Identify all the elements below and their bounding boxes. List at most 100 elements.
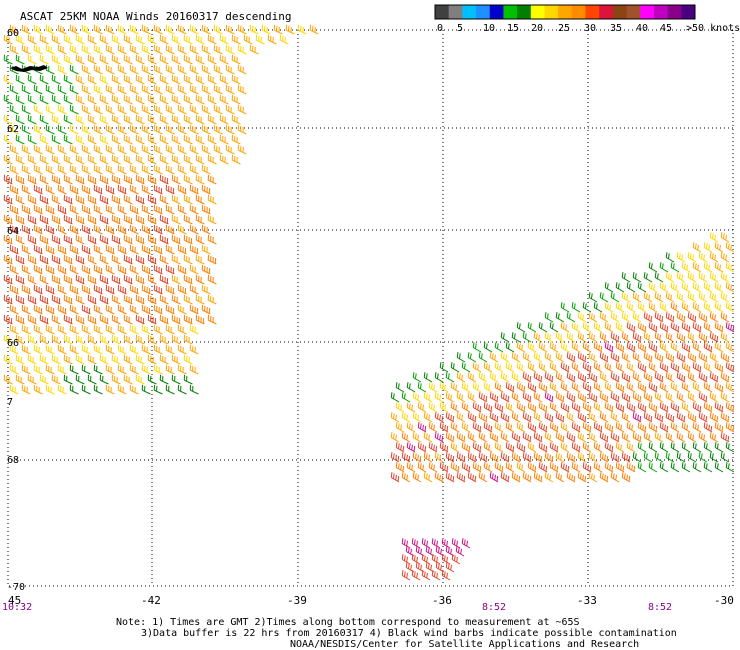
wind-barb bbox=[129, 64, 139, 75]
wind-barb bbox=[75, 294, 85, 305]
wind-barb bbox=[39, 34, 49, 45]
wind-barb bbox=[45, 204, 55, 215]
wind-barb bbox=[159, 94, 169, 105]
wind-barb bbox=[189, 344, 199, 355]
wind-barb bbox=[9, 24, 19, 35]
wind-barb bbox=[9, 284, 19, 295]
wind-barb bbox=[610, 312, 620, 323]
wind-barb bbox=[201, 204, 211, 215]
wind-barb bbox=[273, 24, 283, 35]
wind-barb bbox=[412, 372, 422, 383]
wind-barb bbox=[511, 412, 521, 423]
wind-barb bbox=[87, 334, 97, 345]
wind-barb bbox=[165, 304, 175, 315]
note-line-2: 3)Data buffer is 22 hrs from 20160317 4)… bbox=[141, 628, 677, 639]
wind-barb bbox=[516, 462, 526, 473]
wind-barb bbox=[195, 254, 205, 265]
wind-barb bbox=[632, 272, 642, 283]
wind-barb bbox=[401, 472, 411, 483]
wind-barb bbox=[231, 94, 241, 105]
wind-barb bbox=[15, 374, 25, 385]
wind-barb bbox=[435, 546, 445, 557]
wind-barb bbox=[439, 442, 449, 453]
wind-barb bbox=[692, 402, 702, 413]
wind-barb bbox=[51, 174, 61, 185]
wind-barb bbox=[445, 472, 455, 483]
wind-barb bbox=[439, 402, 449, 413]
wind-barb bbox=[81, 24, 91, 35]
wind-barb bbox=[599, 352, 609, 363]
wind-barb bbox=[692, 462, 702, 473]
wind-barb bbox=[117, 124, 127, 135]
wind-barb bbox=[141, 24, 151, 35]
wind-barb bbox=[135, 94, 145, 105]
wind-barb bbox=[615, 342, 625, 353]
wind-barb bbox=[593, 382, 603, 393]
wind-barb bbox=[588, 332, 598, 343]
wind-barb bbox=[588, 312, 598, 323]
wind-barb bbox=[401, 570, 411, 581]
wind-barb bbox=[225, 144, 235, 155]
wind-barb bbox=[665, 312, 675, 323]
wind-barb bbox=[544, 372, 554, 383]
wind-barb bbox=[3, 314, 13, 325]
wind-barb bbox=[159, 314, 169, 325]
wind-barb bbox=[195, 214, 205, 225]
wind-barb bbox=[69, 324, 79, 335]
wind-barb bbox=[571, 442, 581, 453]
wind-barbs bbox=[3, 24, 735, 581]
wind-barb bbox=[219, 54, 229, 65]
wind-barb bbox=[63, 274, 73, 285]
wind-barb bbox=[201, 184, 211, 195]
wind-barb bbox=[450, 382, 460, 393]
wind-barb bbox=[99, 174, 109, 185]
wind-barb bbox=[213, 44, 223, 55]
wind-barb bbox=[522, 392, 532, 403]
wind-barb bbox=[571, 362, 581, 373]
wind-barb bbox=[57, 264, 67, 275]
wind-barb bbox=[626, 302, 636, 313]
legend-label: 25 bbox=[558, 23, 570, 34]
wind-barb bbox=[720, 352, 730, 363]
wind-barb bbox=[201, 104, 211, 115]
wind-barb bbox=[478, 452, 488, 463]
wind-barb bbox=[51, 234, 61, 245]
wind-barb bbox=[9, 204, 19, 215]
wind-barb bbox=[703, 362, 713, 373]
wind-barb bbox=[511, 372, 521, 383]
wind-barb bbox=[21, 144, 31, 155]
wind-barb bbox=[201, 284, 211, 295]
wind-barb bbox=[165, 44, 175, 55]
wind-barb bbox=[643, 392, 653, 403]
wind-barb bbox=[231, 74, 241, 85]
wind-barb bbox=[27, 194, 37, 205]
legend-label: 10 bbox=[483, 23, 495, 34]
wind-barb bbox=[75, 94, 85, 105]
wind-barb bbox=[417, 462, 427, 473]
wind-barb bbox=[147, 34, 157, 45]
wind-barb bbox=[183, 294, 193, 305]
wind-barb bbox=[123, 314, 133, 325]
wind-barb bbox=[439, 462, 449, 473]
wind-barb bbox=[123, 334, 133, 345]
wind-barb bbox=[159, 214, 169, 225]
wind-barb bbox=[665, 412, 675, 423]
wind-barb bbox=[505, 462, 515, 473]
wind-barb bbox=[533, 392, 543, 403]
wind-barb bbox=[153, 184, 163, 195]
wind-barb bbox=[698, 352, 708, 363]
wind-barb bbox=[63, 34, 73, 45]
wind-barb bbox=[582, 422, 592, 433]
wind-barb bbox=[643, 332, 653, 343]
wind-barb bbox=[412, 392, 422, 403]
wind-barb bbox=[500, 432, 510, 443]
wind-barb bbox=[538, 422, 548, 433]
wind-barb bbox=[183, 194, 193, 205]
wind-barb bbox=[15, 94, 25, 105]
wind-barb bbox=[456, 432, 466, 443]
wind-barb bbox=[219, 74, 229, 85]
wind-barb bbox=[27, 214, 37, 225]
wind-barb bbox=[544, 432, 554, 443]
wind-barb bbox=[141, 164, 151, 175]
wind-barb bbox=[51, 254, 61, 265]
